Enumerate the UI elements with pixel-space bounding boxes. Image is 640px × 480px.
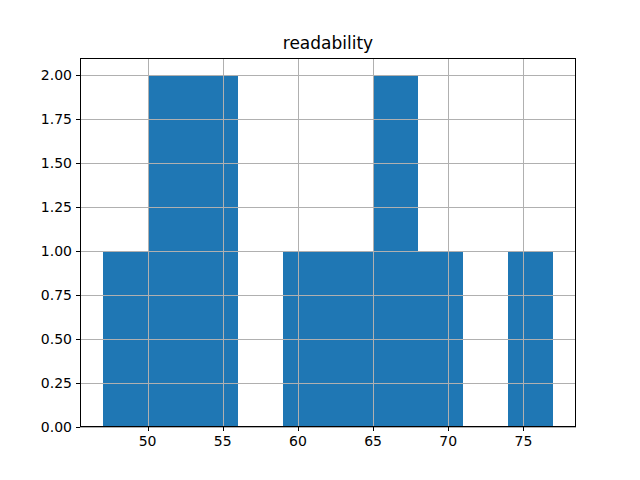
x-tick-label: 60 xyxy=(276,434,320,448)
x-tick-mark xyxy=(223,427,224,431)
y-tick-mark xyxy=(76,75,80,76)
chart-title: readability xyxy=(80,33,576,53)
y-tick-mark xyxy=(76,163,80,164)
y-gridline xyxy=(80,119,576,120)
x-tick-mark xyxy=(373,427,374,431)
x-gridline xyxy=(448,58,449,428)
y-tick-label: 0.25 xyxy=(0,376,72,390)
y-gridline xyxy=(80,75,576,76)
histogram-figure: readability 50 55 60 65 70 75 0.00 0.25 0.50 0.75… xyxy=(0,0,640,480)
y-tick-label: 1.75 xyxy=(0,112,72,126)
y-tick-label: 0.50 xyxy=(0,332,72,346)
y-tick-label: 1.25 xyxy=(0,200,72,214)
y-tick-mark xyxy=(76,295,80,296)
x-gridline xyxy=(298,58,299,428)
x-tick-label: 65 xyxy=(351,434,395,448)
y-tick-label: 0.00 xyxy=(0,420,72,434)
y-gridline xyxy=(80,295,576,296)
x-gridline xyxy=(148,58,149,428)
y-gridline xyxy=(80,339,576,340)
y-gridline xyxy=(80,383,576,384)
y-gridline xyxy=(80,163,576,164)
y-tick-mark xyxy=(76,207,80,208)
x-tick-mark xyxy=(523,427,524,431)
y-tick-label: 1.00 xyxy=(0,244,72,258)
y-tick-mark xyxy=(76,383,80,384)
x-tick-label: 55 xyxy=(201,434,245,448)
x-gridline xyxy=(373,58,374,428)
y-tick-mark xyxy=(76,427,80,428)
y-tick-mark xyxy=(76,339,80,340)
x-tick-label: 75 xyxy=(501,434,545,448)
y-gridline xyxy=(80,207,576,208)
y-tick-label: 2.00 xyxy=(0,68,72,82)
y-tick-mark xyxy=(76,251,80,252)
x-tick-mark xyxy=(298,427,299,431)
y-gridline xyxy=(80,427,576,428)
y-tick-label: 1.50 xyxy=(0,156,72,170)
x-tick-mark xyxy=(448,427,449,431)
x-tick-mark xyxy=(148,427,149,431)
x-tick-label: 50 xyxy=(126,434,170,448)
y-gridline xyxy=(80,251,576,252)
x-tick-label: 70 xyxy=(426,434,470,448)
x-gridline xyxy=(523,58,524,428)
x-gridline xyxy=(223,58,224,428)
y-tick-mark xyxy=(76,119,80,120)
y-tick-label: 0.75 xyxy=(0,288,72,302)
